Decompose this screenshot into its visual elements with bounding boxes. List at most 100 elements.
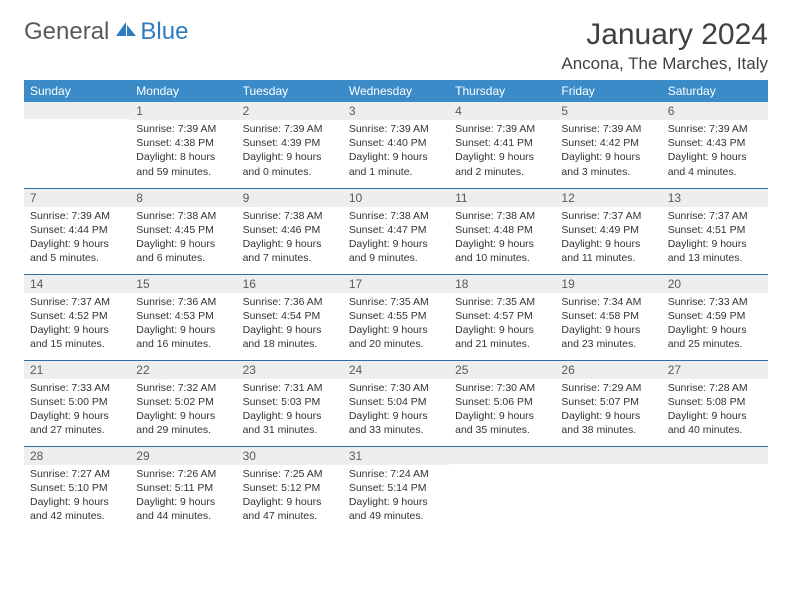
calendar-cell: 14Sunrise: 7:37 AMSunset: 4:52 PMDayligh…	[24, 274, 130, 360]
day-number: 6	[662, 102, 768, 120]
day-number	[555, 447, 661, 464]
calendar-cell: 10Sunrise: 7:38 AMSunset: 4:47 PMDayligh…	[343, 188, 449, 274]
day-details: Sunrise: 7:39 AMSunset: 4:43 PMDaylight:…	[662, 120, 768, 183]
day-details: Sunrise: 7:39 AMSunset: 4:44 PMDaylight:…	[24, 207, 130, 270]
calendar-cell: 16Sunrise: 7:36 AMSunset: 4:54 PMDayligh…	[237, 274, 343, 360]
weekday-header: Wednesday	[343, 80, 449, 102]
day-number: 10	[343, 189, 449, 207]
calendar-body: 1Sunrise: 7:39 AMSunset: 4:38 PMDaylight…	[24, 102, 768, 532]
calendar-cell: 19Sunrise: 7:34 AMSunset: 4:58 PMDayligh…	[555, 274, 661, 360]
month-title: January 2024	[561, 18, 768, 52]
calendar-cell: 6Sunrise: 7:39 AMSunset: 4:43 PMDaylight…	[662, 102, 768, 188]
day-number: 27	[662, 361, 768, 379]
day-number: 8	[130, 189, 236, 207]
calendar-cell: 22Sunrise: 7:32 AMSunset: 5:02 PMDayligh…	[130, 360, 236, 446]
calendar-cell: 4Sunrise: 7:39 AMSunset: 4:41 PMDaylight…	[449, 102, 555, 188]
day-details: Sunrise: 7:38 AMSunset: 4:47 PMDaylight:…	[343, 207, 449, 270]
day-details: Sunrise: 7:35 AMSunset: 4:57 PMDaylight:…	[449, 293, 555, 356]
day-number	[449, 447, 555, 464]
day-number: 31	[343, 447, 449, 465]
calendar-cell: 15Sunrise: 7:36 AMSunset: 4:53 PMDayligh…	[130, 274, 236, 360]
day-number: 1	[130, 102, 236, 120]
calendar-cell: 24Sunrise: 7:30 AMSunset: 5:04 PMDayligh…	[343, 360, 449, 446]
day-details: Sunrise: 7:36 AMSunset: 4:53 PMDaylight:…	[130, 293, 236, 356]
brand-text-2: Blue	[140, 18, 188, 46]
day-number: 19	[555, 275, 661, 293]
day-details: Sunrise: 7:24 AMSunset: 5:14 PMDaylight:…	[343, 465, 449, 528]
calendar-cell: 23Sunrise: 7:31 AMSunset: 5:03 PMDayligh…	[237, 360, 343, 446]
calendar-cell: 8Sunrise: 7:38 AMSunset: 4:45 PMDaylight…	[130, 188, 236, 274]
day-details: Sunrise: 7:30 AMSunset: 5:06 PMDaylight:…	[449, 379, 555, 442]
calendar-cell: 3Sunrise: 7:39 AMSunset: 4:40 PMDaylight…	[343, 102, 449, 188]
calendar-cell: 17Sunrise: 7:35 AMSunset: 4:55 PMDayligh…	[343, 274, 449, 360]
calendar-week: 28Sunrise: 7:27 AMSunset: 5:10 PMDayligh…	[24, 446, 768, 532]
day-number: 25	[449, 361, 555, 379]
calendar-cell: 29Sunrise: 7:26 AMSunset: 5:11 PMDayligh…	[130, 446, 236, 532]
day-details: Sunrise: 7:35 AMSunset: 4:55 PMDaylight:…	[343, 293, 449, 356]
calendar-cell: 21Sunrise: 7:33 AMSunset: 5:00 PMDayligh…	[24, 360, 130, 446]
sail-icon	[112, 20, 138, 38]
day-details: Sunrise: 7:37 AMSunset: 4:52 PMDaylight:…	[24, 293, 130, 356]
calendar-cell	[555, 446, 661, 532]
day-details: Sunrise: 7:31 AMSunset: 5:03 PMDaylight:…	[237, 379, 343, 442]
day-details: Sunrise: 7:39 AMSunset: 4:39 PMDaylight:…	[237, 120, 343, 183]
day-number: 20	[662, 275, 768, 293]
calendar-week: 14Sunrise: 7:37 AMSunset: 4:52 PMDayligh…	[24, 274, 768, 360]
calendar-cell: 20Sunrise: 7:33 AMSunset: 4:59 PMDayligh…	[662, 274, 768, 360]
day-number: 26	[555, 361, 661, 379]
day-number	[662, 447, 768, 464]
day-details: Sunrise: 7:38 AMSunset: 4:45 PMDaylight:…	[130, 207, 236, 270]
day-number: 16	[237, 275, 343, 293]
calendar-table: SundayMondayTuesdayWednesdayThursdayFrid…	[24, 80, 768, 532]
day-number: 11	[449, 189, 555, 207]
brand-logo: General Blue	[24, 18, 188, 46]
calendar-cell: 31Sunrise: 7:24 AMSunset: 5:14 PMDayligh…	[343, 446, 449, 532]
day-details: Sunrise: 7:28 AMSunset: 5:08 PMDaylight:…	[662, 379, 768, 442]
day-number: 30	[237, 447, 343, 465]
day-details: Sunrise: 7:39 AMSunset: 4:38 PMDaylight:…	[130, 120, 236, 183]
calendar-cell: 27Sunrise: 7:28 AMSunset: 5:08 PMDayligh…	[662, 360, 768, 446]
calendar-week: 7Sunrise: 7:39 AMSunset: 4:44 PMDaylight…	[24, 188, 768, 274]
weekday-header: Tuesday	[237, 80, 343, 102]
day-number: 22	[130, 361, 236, 379]
day-details: Sunrise: 7:34 AMSunset: 4:58 PMDaylight:…	[555, 293, 661, 356]
title-block: January 2024 Ancona, The Marches, Italy	[561, 18, 768, 74]
weekday-header: Monday	[130, 80, 236, 102]
day-details: Sunrise: 7:37 AMSunset: 4:51 PMDaylight:…	[662, 207, 768, 270]
calendar-cell: 28Sunrise: 7:27 AMSunset: 5:10 PMDayligh…	[24, 446, 130, 532]
day-details: Sunrise: 7:38 AMSunset: 4:46 PMDaylight:…	[237, 207, 343, 270]
calendar-week: 21Sunrise: 7:33 AMSunset: 5:00 PMDayligh…	[24, 360, 768, 446]
day-number: 13	[662, 189, 768, 207]
calendar-cell: 13Sunrise: 7:37 AMSunset: 4:51 PMDayligh…	[662, 188, 768, 274]
day-details: Sunrise: 7:32 AMSunset: 5:02 PMDaylight:…	[130, 379, 236, 442]
location-text: Ancona, The Marches, Italy	[561, 54, 768, 74]
day-details: Sunrise: 7:29 AMSunset: 5:07 PMDaylight:…	[555, 379, 661, 442]
day-number: 15	[130, 275, 236, 293]
weekday-header: Saturday	[662, 80, 768, 102]
calendar-week: 1Sunrise: 7:39 AMSunset: 4:38 PMDaylight…	[24, 102, 768, 188]
day-details: Sunrise: 7:33 AMSunset: 4:59 PMDaylight:…	[662, 293, 768, 356]
calendar-head: SundayMondayTuesdayWednesdayThursdayFrid…	[24, 80, 768, 102]
day-number: 5	[555, 102, 661, 120]
day-details: Sunrise: 7:33 AMSunset: 5:00 PMDaylight:…	[24, 379, 130, 442]
calendar-cell: 25Sunrise: 7:30 AMSunset: 5:06 PMDayligh…	[449, 360, 555, 446]
page-header: General Blue January 2024 Ancona, The Ma…	[24, 18, 768, 74]
day-details: Sunrise: 7:30 AMSunset: 5:04 PMDaylight:…	[343, 379, 449, 442]
day-number: 7	[24, 189, 130, 207]
day-number: 18	[449, 275, 555, 293]
day-details: Sunrise: 7:39 AMSunset: 4:42 PMDaylight:…	[555, 120, 661, 183]
day-number	[24, 102, 130, 119]
day-number: 14	[24, 275, 130, 293]
weekday-header: Thursday	[449, 80, 555, 102]
calendar-cell	[24, 102, 130, 188]
calendar-cell: 26Sunrise: 7:29 AMSunset: 5:07 PMDayligh…	[555, 360, 661, 446]
weekday-header: Friday	[555, 80, 661, 102]
day-details: Sunrise: 7:39 AMSunset: 4:40 PMDaylight:…	[343, 120, 449, 183]
calendar-cell: 9Sunrise: 7:38 AMSunset: 4:46 PMDaylight…	[237, 188, 343, 274]
calendar-cell: 30Sunrise: 7:25 AMSunset: 5:12 PMDayligh…	[237, 446, 343, 532]
day-number: 21	[24, 361, 130, 379]
day-number: 9	[237, 189, 343, 207]
brand-text-1: General	[24, 18, 109, 46]
day-number: 12	[555, 189, 661, 207]
calendar-cell: 11Sunrise: 7:38 AMSunset: 4:48 PMDayligh…	[449, 188, 555, 274]
